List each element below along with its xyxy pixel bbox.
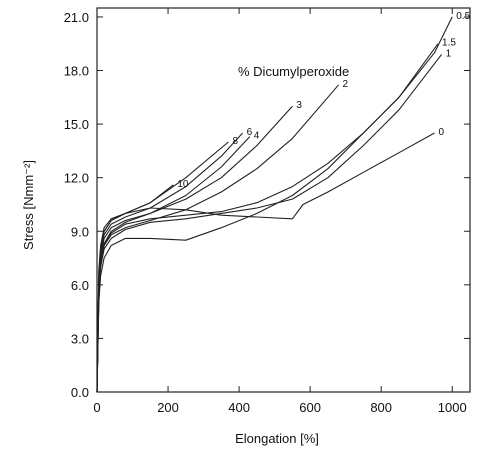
y-tick-label: 6.0 (71, 278, 89, 293)
x-tick-label: 0 (93, 400, 100, 415)
y-tick-label: 12.0 (64, 171, 89, 186)
y-axis-label: Stress [Nmm⁻²] (21, 160, 36, 250)
series-line-3 (97, 106, 292, 392)
series-labels: 0 0.5 11.5 2 3 468 10 (177, 11, 470, 190)
x-tick-label: 800 (370, 400, 392, 415)
y-tick-label: 9.0 (71, 224, 89, 239)
y-tick-label: 18.0 (64, 64, 89, 79)
series-label-8: 8 (232, 136, 238, 147)
series-label-3: 3 (296, 100, 302, 111)
series-label-1: 1 (446, 48, 452, 59)
series-label-2: 2 (343, 79, 349, 90)
x-tick-label: 1000 (438, 400, 467, 415)
x-axis-label: Elongation [%] (235, 431, 319, 446)
series-label-10: 10 (177, 179, 189, 190)
series-line-4 (97, 137, 250, 392)
series-line-8 (97, 142, 228, 392)
series-line-0 (97, 133, 435, 392)
y-tick-label: 3.0 (71, 331, 89, 346)
x-tick-label: 600 (299, 400, 321, 415)
series-label-0-5: 0.5 (456, 11, 470, 22)
series-line-10 (97, 185, 173, 392)
series-line-6 (97, 133, 243, 392)
series-line-1 (97, 54, 442, 392)
series-label-1-5: 1.5 (442, 38, 456, 49)
series-label-6: 6 (247, 127, 253, 138)
series-label-4: 4 (254, 131, 260, 142)
y-tick-label: 21.0 (64, 10, 89, 25)
annotation-title: % Dicumylperoxide (238, 64, 349, 79)
y-tick-label: 15.0 (64, 117, 89, 132)
x-tick-label: 200 (157, 400, 179, 415)
series-label-0: 0 (438, 127, 444, 138)
y-tick-label: 0.0 (71, 385, 89, 400)
x-tick-label: 400 (228, 400, 250, 415)
